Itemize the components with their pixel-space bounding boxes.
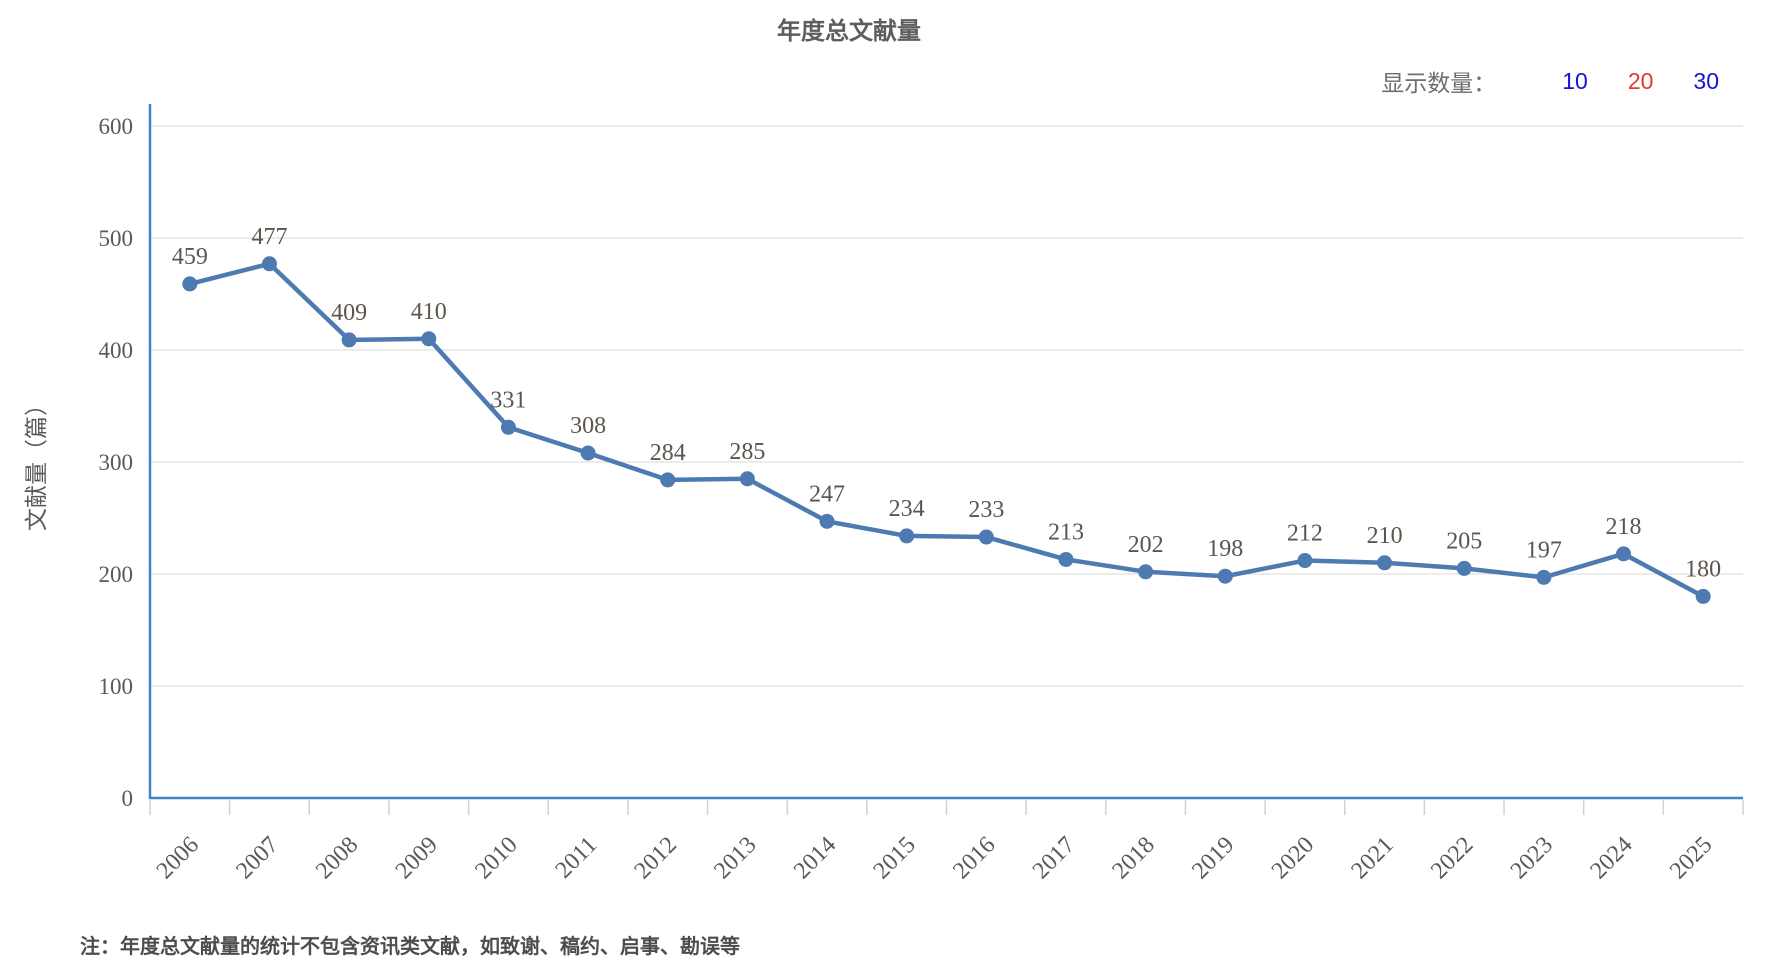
x-axis-label: 2023 bbox=[1506, 832, 1558, 884]
y-axis-tick-label: 100 bbox=[99, 674, 134, 699]
data-point[interactable] bbox=[660, 472, 676, 488]
data-label: 247 bbox=[809, 481, 845, 507]
x-axis-label: 2008 bbox=[311, 832, 363, 884]
data-label: 410 bbox=[411, 299, 447, 325]
y-axis-tick-label: 400 bbox=[99, 338, 134, 363]
x-axis-label: 2025 bbox=[1665, 832, 1717, 884]
x-axis-label: 2021 bbox=[1346, 832, 1398, 884]
display-count-option-20[interactable]: 20 bbox=[1627, 67, 1654, 94]
data-point[interactable] bbox=[1058, 551, 1074, 567]
y-axis-tick-label: 500 bbox=[99, 226, 134, 251]
data-point[interactable] bbox=[739, 471, 755, 487]
y-axis-tick-label: 300 bbox=[99, 450, 134, 475]
display-count-label: 显示数量： bbox=[1381, 70, 1497, 96]
data-point[interactable] bbox=[1138, 564, 1154, 580]
data-label: 205 bbox=[1446, 528, 1482, 554]
data-label: 202 bbox=[1128, 532, 1164, 558]
data-point[interactable] bbox=[1217, 568, 1233, 584]
x-axis-label: 2012 bbox=[630, 832, 682, 884]
x-axis-label: 2019 bbox=[1187, 832, 1239, 884]
y-axis-tick-label: 0 bbox=[122, 786, 134, 811]
y-axis-tick-label: 200 bbox=[99, 562, 134, 587]
x-axis-label: 2014 bbox=[789, 832, 841, 884]
data-point[interactable] bbox=[1377, 555, 1393, 571]
data-label: 308 bbox=[570, 413, 606, 439]
data-label: 234 bbox=[889, 496, 925, 522]
x-axis-label: 2018 bbox=[1108, 832, 1160, 884]
data-point[interactable] bbox=[1297, 553, 1313, 569]
x-axis-label: 2016 bbox=[948, 832, 1000, 884]
display-count-option-10[interactable]: 10 bbox=[1562, 67, 1588, 94]
data-point[interactable] bbox=[1695, 588, 1711, 604]
data-label: 285 bbox=[729, 439, 765, 465]
data-label: 180 bbox=[1685, 556, 1721, 582]
x-axis-label: 2020 bbox=[1267, 832, 1319, 884]
data-label: 409 bbox=[331, 300, 367, 326]
data-label: 218 bbox=[1606, 514, 1642, 540]
data-point[interactable] bbox=[1456, 560, 1472, 576]
data-point[interactable] bbox=[341, 332, 357, 348]
data-label: 459 bbox=[172, 244, 208, 270]
x-axis-label: 2010 bbox=[470, 832, 522, 884]
y-axis-tick-label: 600 bbox=[99, 114, 134, 139]
data-point[interactable] bbox=[500, 419, 516, 435]
data-point[interactable] bbox=[182, 276, 198, 292]
data-point[interactable] bbox=[1536, 569, 1552, 585]
chart-title: 年度总文献量 bbox=[777, 18, 921, 45]
data-label: 284 bbox=[650, 440, 686, 466]
data-label: 477 bbox=[251, 224, 287, 250]
data-label: 213 bbox=[1048, 519, 1084, 545]
x-axis-label: 2024 bbox=[1585, 832, 1637, 884]
data-point[interactable] bbox=[978, 529, 994, 545]
x-axis-label: 2022 bbox=[1426, 832, 1478, 884]
data-point[interactable] bbox=[421, 331, 437, 347]
data-point[interactable] bbox=[1616, 546, 1632, 562]
data-label: 198 bbox=[1207, 536, 1243, 562]
y-axis-title: 文献量（篇） bbox=[23, 393, 49, 531]
data-point[interactable] bbox=[819, 513, 835, 529]
x-axis-label: 2015 bbox=[869, 832, 921, 884]
display-count-control: 显示数量： 10 20 30 bbox=[1381, 64, 1719, 98]
x-axis-label: 2013 bbox=[709, 832, 761, 884]
data-label: 233 bbox=[968, 497, 1004, 523]
data-label: 197 bbox=[1526, 537, 1562, 563]
x-axis-label: 2011 bbox=[551, 832, 603, 884]
x-axis-label: 2017 bbox=[1028, 832, 1080, 884]
x-axis-label: 2009 bbox=[391, 832, 443, 884]
x-axis-label: 2006 bbox=[152, 832, 204, 884]
data-point[interactable] bbox=[899, 528, 915, 544]
data-point[interactable] bbox=[261, 256, 277, 272]
x-axis-label: 2007 bbox=[231, 832, 283, 884]
series-line bbox=[187, 261, 1706, 599]
data-label: 210 bbox=[1367, 523, 1403, 549]
data-label: 331 bbox=[490, 387, 526, 413]
data-label: 212 bbox=[1287, 521, 1323, 547]
data-point[interactable] bbox=[580, 445, 596, 461]
display-count-option-30[interactable]: 30 bbox=[1693, 67, 1719, 94]
footnote: 注：年度总文献量的统计不包含资讯类文献，如致谢、稿约、启事、勘误等 bbox=[80, 936, 740, 958]
